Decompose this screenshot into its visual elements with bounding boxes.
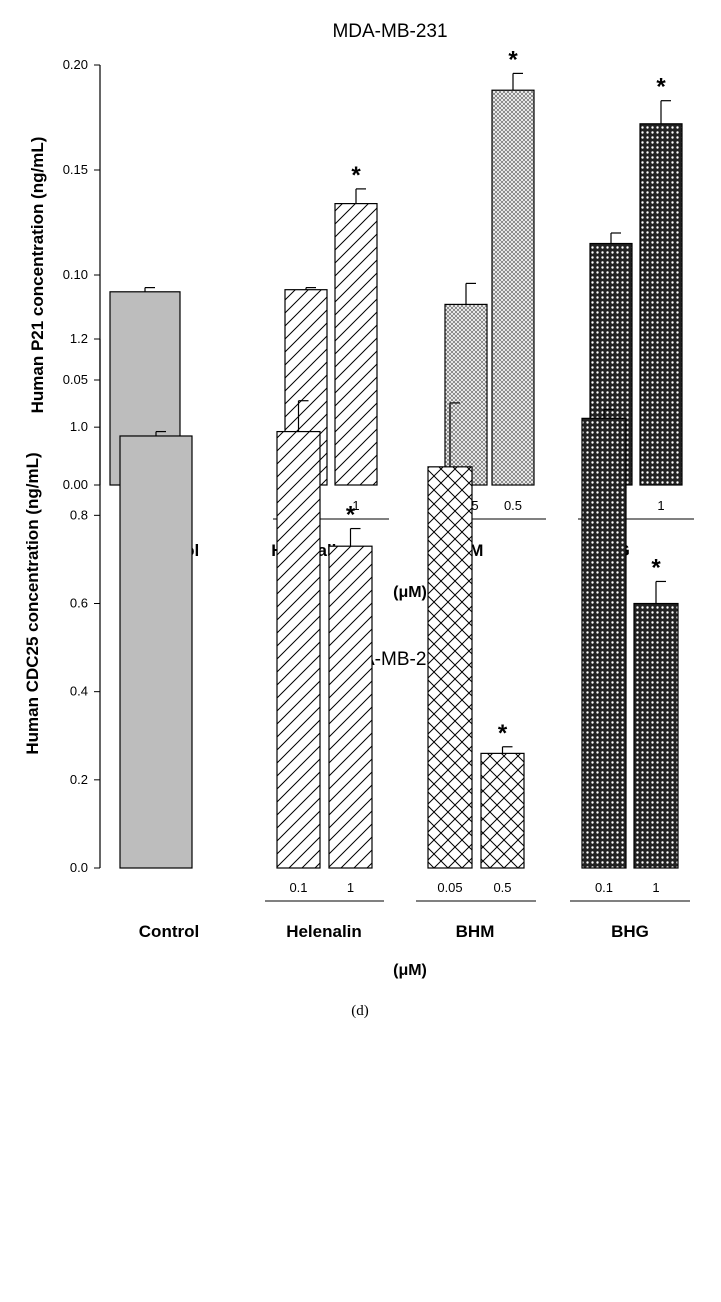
bar-bhm-0.05 [427, 466, 473, 869]
dose-label: 0.05 [437, 880, 462, 895]
y-tick-label: 0.05 [63, 372, 88, 387]
group-label: Helenalin [286, 922, 362, 941]
dose-label: 1 [657, 498, 664, 513]
y-tick-label: 0.20 [63, 57, 88, 72]
dose-label: 1 [347, 880, 354, 895]
x-axis-unit-label: (μM) [393, 962, 427, 979]
dose-label: 1 [352, 498, 359, 513]
bar-bhm-0.5 [491, 89, 535, 486]
chart-title: MDA-MB-231 [332, 21, 447, 42]
group-label: BHM [456, 922, 495, 941]
significance-marker: * [508, 46, 518, 73]
y-tick-label: 0.10 [63, 267, 88, 282]
dose-label: 0.1 [595, 880, 613, 895]
y-axis-label: Human CDC25 concentration (ng/mL) [23, 452, 42, 754]
y-tick-label: 0.6 [70, 596, 88, 611]
y-tick-label: 1.2 [70, 331, 88, 346]
y-tick-label: 0.8 [70, 507, 88, 522]
significance-marker: * [651, 554, 661, 581]
dose-label: 0.5 [493, 880, 511, 895]
significance-marker: * [498, 720, 508, 747]
bar-bhg-0.1 [581, 417, 627, 869]
bar-helenalin-1 [328, 545, 373, 869]
bar-bhg-1 [633, 602, 679, 869]
bar-bhm-0.5 [480, 752, 525, 869]
dose-label: 0.5 [504, 498, 522, 513]
significance-marker: * [351, 162, 361, 189]
significance-marker: * [346, 502, 356, 529]
y-tick-label: 0.15 [63, 162, 88, 177]
bar-helenalin-1 [334, 203, 378, 486]
y-axis-label: Human P21 concentration (ng/mL) [28, 137, 47, 414]
y-tick-label: 0.0 [70, 860, 88, 875]
significance-marker: * [656, 74, 666, 101]
bar-bhm-0.05 [444, 303, 488, 486]
bar-helenalin-0.1 [276, 430, 321, 869]
x-axis-unit-label: (μM) [393, 584, 427, 601]
chart-panel-c: MDA-MB-231 0.00 0.05 0.10 0.15 0.20 Human P21 … [28, 21, 694, 637]
panel-label: (d) [351, 1003, 369, 1019]
group-label: BHG [611, 922, 649, 941]
y-tick-label: 1.0 [70, 419, 88, 434]
dose-label: 0.1 [289, 880, 307, 895]
bar-control [119, 435, 193, 869]
bar-bhg-1 [639, 123, 683, 486]
dose-label: 1 [652, 880, 659, 895]
y-tick-label: 0.00 [63, 477, 88, 492]
y-tick-label: 0.4 [70, 684, 88, 699]
group-label: Control [139, 922, 199, 941]
y-tick-label: 0.2 [70, 772, 88, 787]
